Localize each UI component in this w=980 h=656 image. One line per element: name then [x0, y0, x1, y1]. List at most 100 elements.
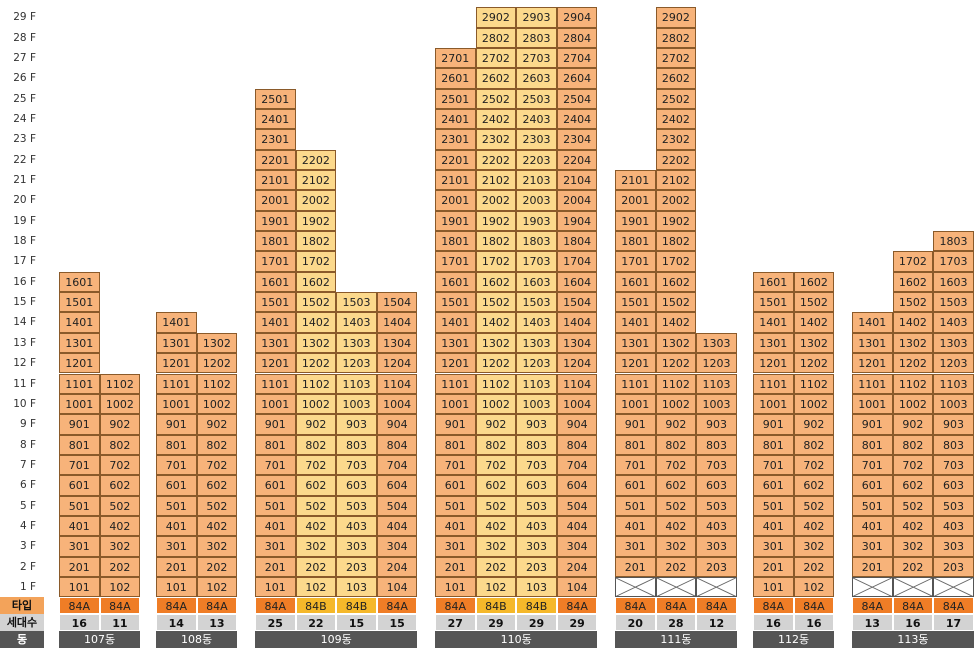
unit-cell[interactable]: 602: [655, 475, 697, 496]
unit-cell[interactable]: 1201: [255, 353, 296, 374]
unit-cell[interactable]: 1503: [336, 292, 377, 313]
unit-cell[interactable]: 1702: [655, 251, 697, 272]
unit-cell[interactable]: 903: [516, 414, 557, 435]
unit-cell[interactable]: 201: [435, 556, 476, 577]
unit-cell[interactable]: 1603: [516, 271, 557, 293]
unit-cell[interactable]: 804: [376, 434, 418, 455]
unit-cell[interactable]: 201: [255, 556, 296, 577]
unit-cell[interactable]: 701: [156, 454, 197, 476]
unit-cell[interactable]: 1001: [156, 393, 197, 415]
unit-cell[interactable]: 1702: [892, 251, 934, 272]
unit-cell[interactable]: 1001: [852, 393, 893, 415]
unit-cell[interactable]: 2603: [516, 68, 557, 89]
unit-cell[interactable]: 1103: [336, 373, 377, 394]
unit-cell[interactable]: 402: [655, 515, 697, 537]
unit-cell[interactable]: 1401: [255, 312, 296, 333]
unit-cell[interactable]: 703: [696, 454, 737, 476]
unit-cell[interactable]: 1401: [435, 312, 476, 333]
unit-cell[interactable]: 2102: [295, 170, 337, 191]
unit-cell[interactable]: 1102: [793, 373, 835, 394]
unit-cell[interactable]: 1804: [556, 231, 598, 252]
unit-cell[interactable]: 103: [336, 577, 377, 598]
unit-cell[interactable]: 901: [852, 414, 893, 435]
unit-cell[interactable]: 302: [475, 536, 517, 557]
unit-cell[interactable]: 804: [556, 434, 598, 455]
unit-cell[interactable]: 601: [59, 475, 100, 496]
unit-cell[interactable]: 1301: [59, 332, 100, 354]
unit-cell[interactable]: 2103: [516, 170, 557, 191]
unit-cell[interactable]: 902: [196, 414, 238, 435]
unit-cell[interactable]: 1102: [196, 373, 238, 394]
unit-cell[interactable]: 1002: [892, 393, 934, 415]
unit-cell[interactable]: 2002: [655, 190, 697, 211]
unit-cell[interactable]: 403: [933, 515, 974, 537]
unit-cell[interactable]: 2702: [475, 47, 517, 69]
unit-cell[interactable]: 602: [196, 475, 238, 496]
unit-cell[interactable]: 502: [99, 495, 141, 516]
unit-cell[interactable]: 1101: [255, 373, 296, 394]
unit-cell[interactable]: 2903: [516, 7, 557, 28]
unit-cell[interactable]: 401: [852, 515, 893, 537]
unit-cell[interactable]: 601: [255, 475, 296, 496]
unit-cell[interactable]: 803: [933, 434, 974, 455]
unit-cell[interactable]: 102: [295, 577, 337, 598]
unit-cell[interactable]: 402: [99, 515, 141, 537]
unit-cell[interactable]: 702: [793, 454, 835, 476]
unit-cell[interactable]: 2004: [556, 190, 598, 211]
unit-cell[interactable]: 1502: [295, 292, 337, 313]
unit-cell[interactable]: 1004: [556, 393, 598, 415]
unit-cell[interactable]: 1204: [376, 353, 418, 374]
unit-cell[interactable]: 104: [556, 577, 598, 598]
unit-cell[interactable]: 303: [336, 536, 377, 557]
unit-cell[interactable]: 2803: [516, 27, 557, 48]
unit-cell[interactable]: 1001: [753, 393, 794, 415]
unit-cell[interactable]: 1401: [753, 312, 794, 333]
unit-cell[interactable]: 2804: [556, 27, 598, 48]
unit-cell[interactable]: 802: [655, 434, 697, 455]
unit-cell[interactable]: 802: [892, 434, 934, 455]
unit-cell[interactable]: 1702: [475, 251, 517, 272]
unit-cell[interactable]: 701: [59, 454, 100, 476]
unit-cell[interactable]: 1604: [556, 271, 598, 293]
unit-cell[interactable]: 1203: [516, 353, 557, 374]
unit-cell[interactable]: 701: [435, 454, 476, 476]
unit-cell[interactable]: 2604: [556, 68, 598, 89]
unit-cell[interactable]: 1201: [435, 353, 476, 374]
unit-cell[interactable]: 1403: [336, 312, 377, 333]
unit-cell[interactable]: 2904: [556, 7, 598, 28]
unit-cell[interactable]: 801: [753, 434, 794, 455]
unit-cell[interactable]: 2101: [255, 170, 296, 191]
unit-cell[interactable]: 1201: [156, 353, 197, 374]
unit-cell[interactable]: 304: [556, 536, 598, 557]
unit-cell[interactable]: 1601: [59, 271, 100, 293]
unit-cell[interactable]: 703: [336, 454, 377, 476]
unit-cell[interactable]: 601: [615, 475, 656, 496]
unit-cell[interactable]: 303: [933, 536, 974, 557]
unit-cell[interactable]: 1101: [615, 373, 656, 394]
unit-cell[interactable]: 202: [196, 556, 238, 577]
unit-cell[interactable]: 1901: [615, 210, 656, 232]
unit-cell[interactable]: 901: [156, 414, 197, 435]
unit-cell[interactable]: 1602: [892, 271, 934, 293]
unit-cell[interactable]: 1404: [376, 312, 418, 333]
unit-cell[interactable]: 801: [615, 434, 656, 455]
unit-cell[interactable]: 701: [255, 454, 296, 476]
unit-cell[interactable]: 404: [556, 515, 598, 537]
unit-cell[interactable]: 301: [156, 536, 197, 557]
unit-cell[interactable]: 2504: [556, 88, 598, 109]
unit-cell[interactable]: 202: [295, 556, 337, 577]
unit-cell[interactable]: 2302: [475, 129, 517, 150]
unit-cell[interactable]: 1802: [655, 231, 697, 252]
unit-cell[interactable]: 602: [295, 475, 337, 496]
unit-cell[interactable]: 202: [892, 556, 934, 577]
unit-cell[interactable]: 1802: [475, 231, 517, 252]
unit-cell[interactable]: 802: [295, 434, 337, 455]
unit-cell[interactable]: 1702: [295, 251, 337, 272]
unit-cell[interactable]: 1703: [516, 251, 557, 272]
unit-cell[interactable]: 301: [59, 536, 100, 557]
unit-cell[interactable]: 1502: [892, 292, 934, 313]
unit-cell[interactable]: 1003: [516, 393, 557, 415]
unit-cell[interactable]: 2401: [255, 108, 296, 130]
unit-cell[interactable]: 401: [615, 515, 656, 537]
unit-cell[interactable]: 2802: [655, 27, 697, 48]
